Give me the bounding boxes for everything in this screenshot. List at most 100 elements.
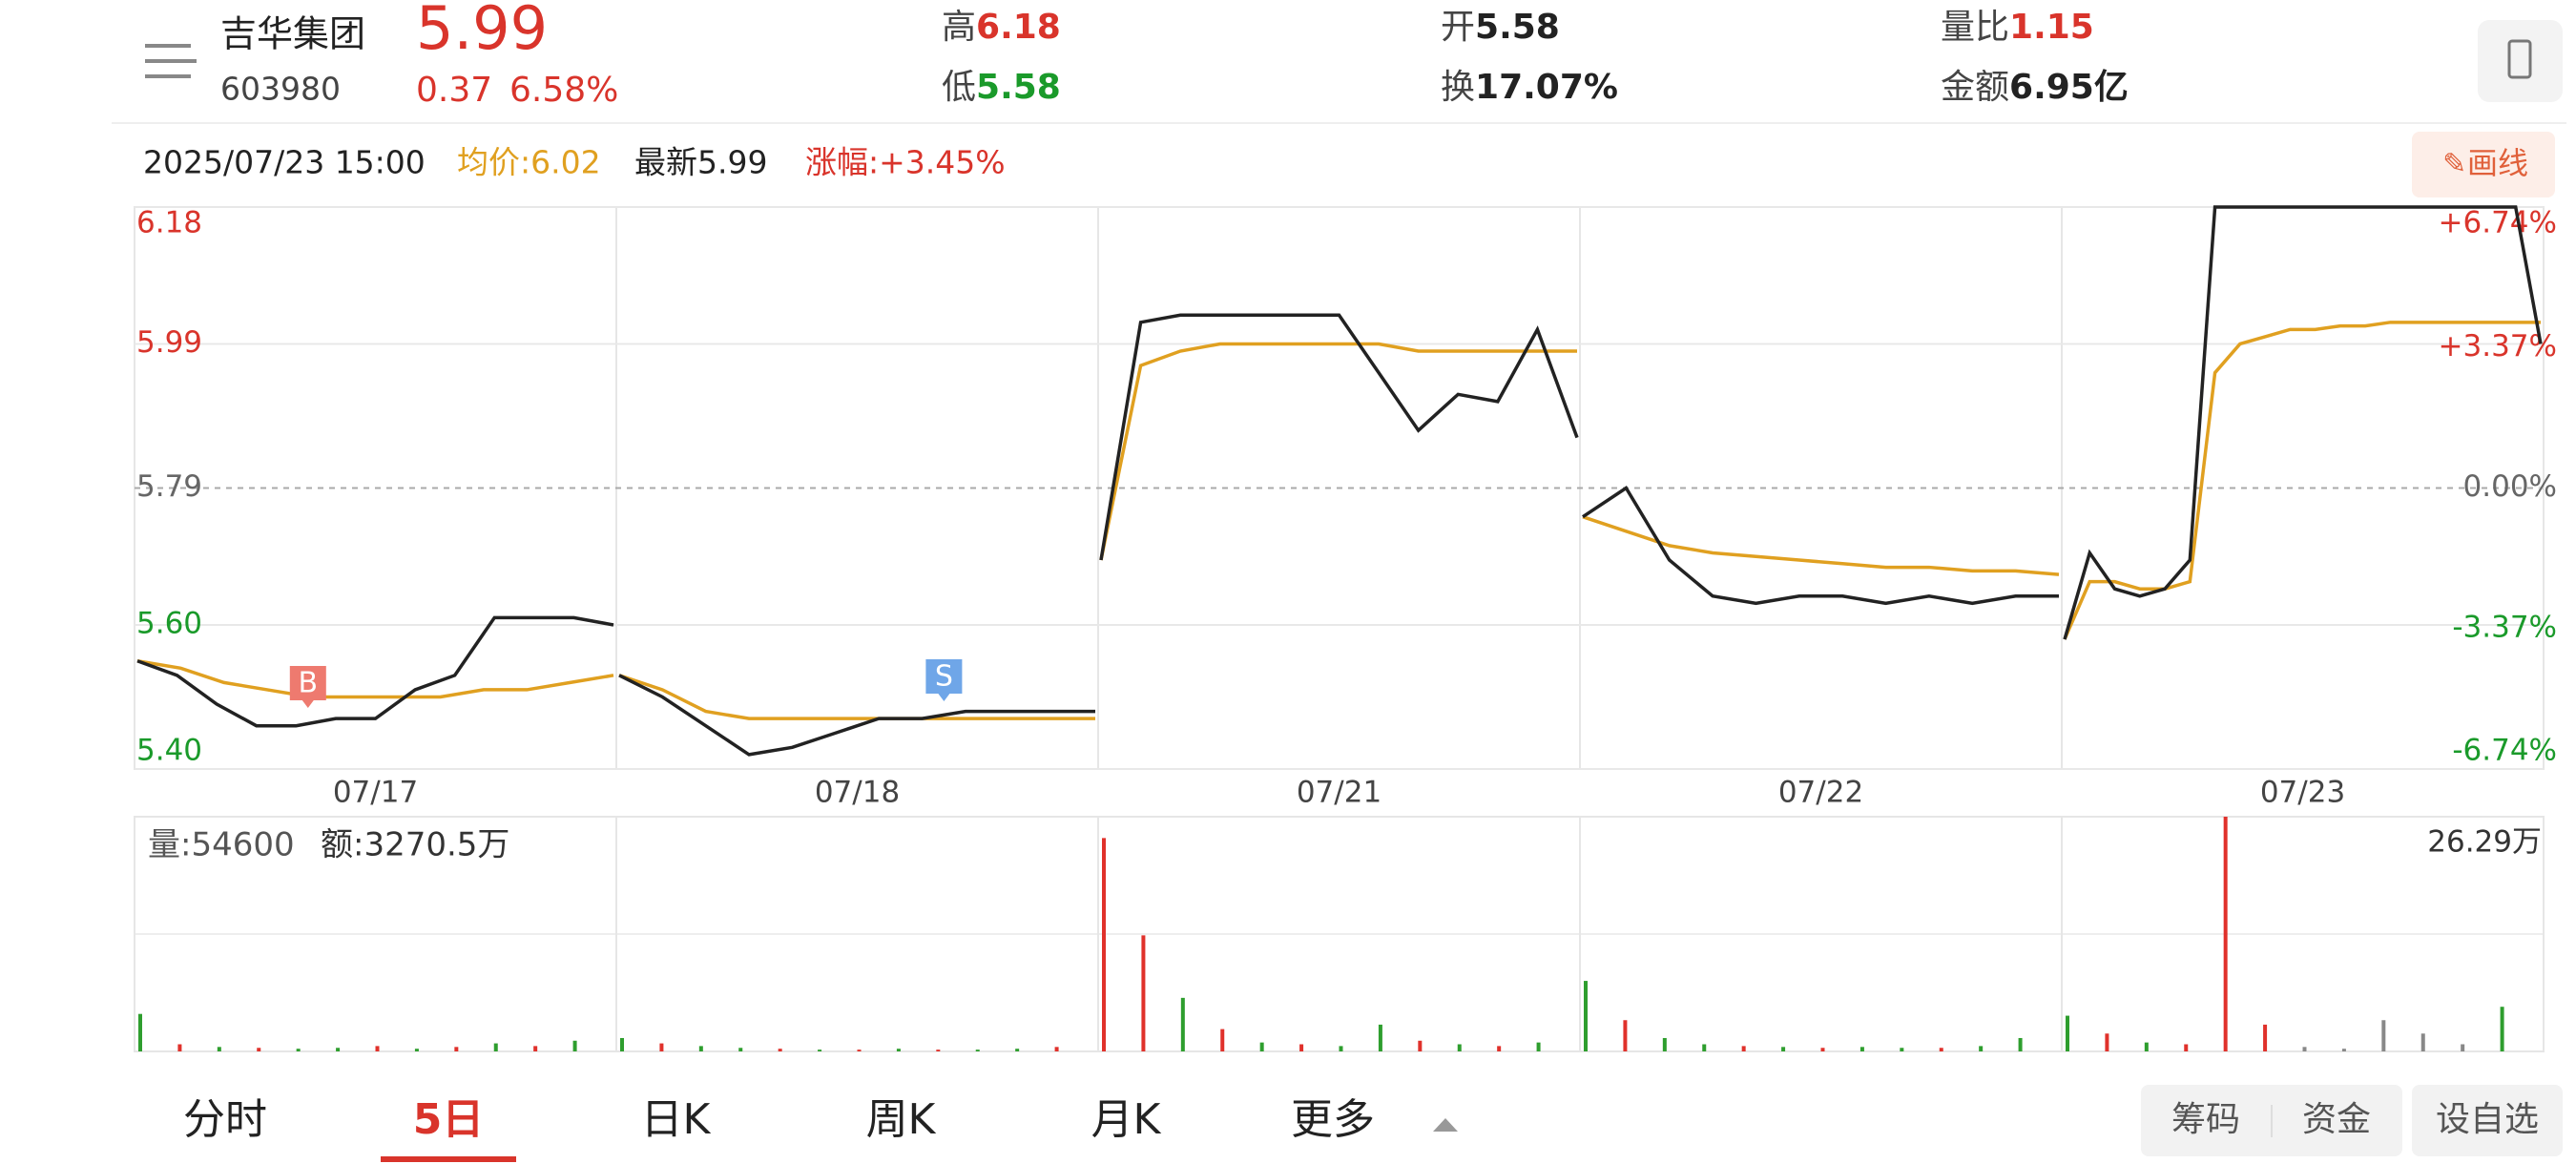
volume-bar [2263, 1024, 2268, 1051]
stat-label: 开 [1441, 8, 1475, 47]
price-line [136, 659, 614, 699]
tab[interactable]: 5日 [413, 1095, 485, 1144]
volume-bar [1939, 1048, 1943, 1051]
change: 0.37 [416, 71, 492, 110]
volume-bar [257, 1048, 261, 1051]
volume-bar [1781, 1047, 1786, 1051]
volume-bar [2184, 1044, 2189, 1051]
more-arrow[interactable] [1433, 1118, 1458, 1132]
trade-marker [925, 659, 963, 701]
volume-bar [2341, 1049, 2346, 1051]
pencil-icon: ✎ [2442, 148, 2466, 181]
stat-value: 5.58 [1475, 8, 1560, 47]
stat-value: 6.95亿 [2009, 68, 2129, 107]
tab[interactable]: 月K [1091, 1095, 1162, 1144]
phone-icon [2507, 39, 2532, 79]
y-tick-label: 5.60 [136, 606, 202, 640]
volume-bar [857, 1050, 862, 1051]
volume-bar [1820, 1048, 1825, 1051]
volume-bar [698, 1046, 703, 1051]
stat-value: 6.18 [976, 8, 1061, 47]
volume-bar [1457, 1044, 1462, 1051]
volume-bar [1536, 1042, 1541, 1051]
volume-bar [620, 1037, 624, 1051]
chip-button[interactable]: 筹码 [2171, 1100, 2240, 1139]
volume-bar [375, 1046, 380, 1051]
fund-button[interactable]: 资金 [2302, 1100, 2371, 1139]
volume-bar [1859, 1047, 1864, 1051]
change-pct: 6.58% [509, 71, 618, 110]
stat-label: 量比 [1941, 8, 2009, 47]
y2-tick-label: -3.37% [2452, 610, 2557, 644]
volume-label: 量:54600 [148, 826, 295, 864]
menu-icon[interactable] [145, 44, 197, 78]
x-tick-label: 07/21 [1297, 776, 1381, 810]
volume-bar [2381, 1020, 2386, 1051]
volume-bar [1259, 1042, 1264, 1051]
tab[interactable]: 分时 [183, 1095, 267, 1144]
x-tick-label: 07/23 [2260, 776, 2345, 810]
stat: 量比1.15 [1941, 8, 2094, 47]
y2-tick-label: +3.37% [2439, 329, 2557, 364]
landscape-button[interactable] [2478, 20, 2563, 102]
stat: 开5.58 [1441, 8, 1560, 47]
stat-label: 高 [942, 8, 976, 47]
volume-bar [2066, 1015, 2069, 1051]
draw-button[interactable] [2412, 132, 2555, 197]
volume-bar [975, 1050, 980, 1051]
volume-bar [1102, 838, 1106, 1051]
stat-value: 5.58 [976, 68, 1061, 107]
volume-bar [1220, 1029, 1225, 1051]
tab[interactable]: 周K [866, 1095, 937, 1144]
volume-bar [1497, 1046, 1502, 1051]
amount-label: 额:3270.5万 [321, 826, 509, 864]
volume-bar [2223, 817, 2228, 1051]
y2-tick-label: -6.74% [2452, 734, 2557, 768]
volume-bar [659, 1043, 664, 1051]
y-tick-label: 5.79 [136, 469, 202, 504]
volume-bar [1054, 1047, 1059, 1051]
trade-marker-label: B [299, 667, 319, 700]
watchlist-button[interactable]: 设自选 [2436, 1100, 2539, 1139]
trade-marker [289, 666, 326, 708]
stat-value: 17.07% [1475, 68, 1618, 107]
volume-bar [2105, 1033, 2109, 1051]
avg-price: 均价:6.02 [457, 144, 601, 181]
latest-price: 最新5.99 [634, 144, 767, 181]
tab[interactable]: 日K [641, 1095, 712, 1144]
volume-bar [2144, 1042, 2149, 1051]
volume-bar [1979, 1046, 1984, 1051]
price-line [2063, 321, 2541, 640]
volume-bar [1702, 1044, 1707, 1051]
volume-bar [2018, 1037, 2023, 1051]
volume-bar [2420, 1033, 2425, 1051]
price-line [618, 674, 1095, 720]
tab-underline [381, 1156, 516, 1162]
stat: 金额6.95亿 [1941, 68, 2129, 107]
volume-bar [1015, 1049, 1020, 1051]
y2-tick-label: +6.74% [2439, 206, 2557, 240]
volume-bar [2302, 1047, 2307, 1051]
price-line [2063, 205, 2543, 640]
volume-bar [414, 1049, 419, 1051]
stat: 高6.18 [942, 8, 1061, 47]
volume-bar [1623, 1020, 1628, 1051]
stat-value: 1.15 [2009, 8, 2094, 47]
price: 5.99 [416, 0, 548, 63]
x-tick-label: 07/18 [815, 776, 900, 810]
volume-bar [896, 1049, 901, 1051]
tab[interactable]: 更多 [1291, 1095, 1375, 1144]
datetime: 2025/07/23 15:00 [143, 144, 426, 181]
volume-bar [177, 1044, 182, 1051]
stat: 低5.58 [942, 68, 1061, 107]
volume-bar [1180, 997, 1185, 1051]
stat-label: 金额 [1941, 68, 2009, 107]
volume-bar [217, 1047, 221, 1051]
watchlist-button-bg [2412, 1085, 2563, 1156]
volume-bar [533, 1046, 538, 1051]
volume-bar [1662, 1037, 1667, 1051]
volume-bar [818, 1050, 822, 1051]
volume-bar [572, 1040, 577, 1051]
